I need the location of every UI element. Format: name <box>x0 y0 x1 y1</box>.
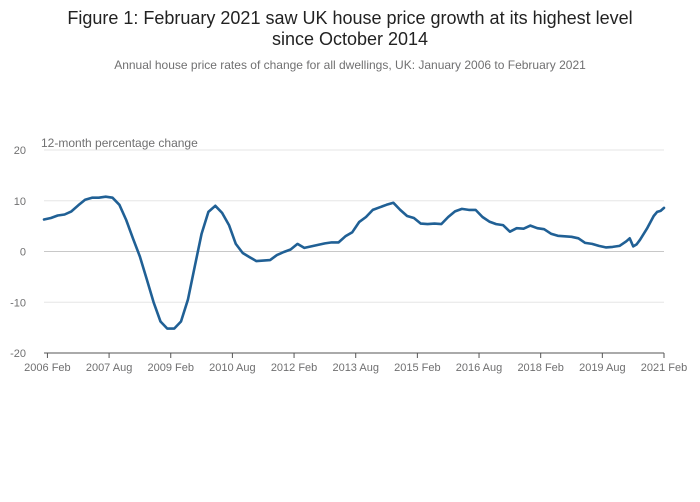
chart-title: Figure 1: February 2021 saw UK house pri… <box>0 8 700 50</box>
y-tick-label: 20 <box>14 145 26 157</box>
y-tick-label: -10 <box>10 297 26 309</box>
series-layer <box>42 195 666 330</box>
x-tick-label: 2010 Aug <box>209 362 256 374</box>
x-tick-label: 2012 Feb <box>271 362 317 374</box>
x-tick-label: 2013 Aug <box>332 362 379 374</box>
x-tick-label: 2018 Feb <box>517 362 563 374</box>
x-tick-label: 2009 Feb <box>147 362 193 374</box>
x-tick-label: 2019 Aug <box>579 362 626 374</box>
y-tick-label: 0 <box>20 247 26 259</box>
x-axis: 2006 Feb 2007 Aug 2009 Feb 2010 Aug 2012 Feb… <box>24 352 687 374</box>
x-tick-label: 2016 Aug <box>456 362 503 374</box>
x-tick-label: 2021 Feb <box>641 362 687 374</box>
chart-title-line-2: since October 2014 <box>271 29 429 49</box>
x-tick-label: 2007 Aug <box>86 362 133 374</box>
x-tick-label: 2006 Feb <box>24 362 70 374</box>
y-axis-title: 12-month percentage change <box>41 136 198 150</box>
y-tick-label: -20 <box>10 348 26 360</box>
y-tick-label: 10 <box>14 196 26 208</box>
x-tick-label: 2015 Feb <box>394 362 440 374</box>
y-axis: 20 10 0 -10 -20 <box>10 145 26 360</box>
chart-title-line-1: Figure 1: February 2021 saw UK house pri… <box>67 8 633 28</box>
chart-subtitle: Annual house price rates of change for a… <box>114 58 586 72</box>
series-line <box>42 195 666 330</box>
